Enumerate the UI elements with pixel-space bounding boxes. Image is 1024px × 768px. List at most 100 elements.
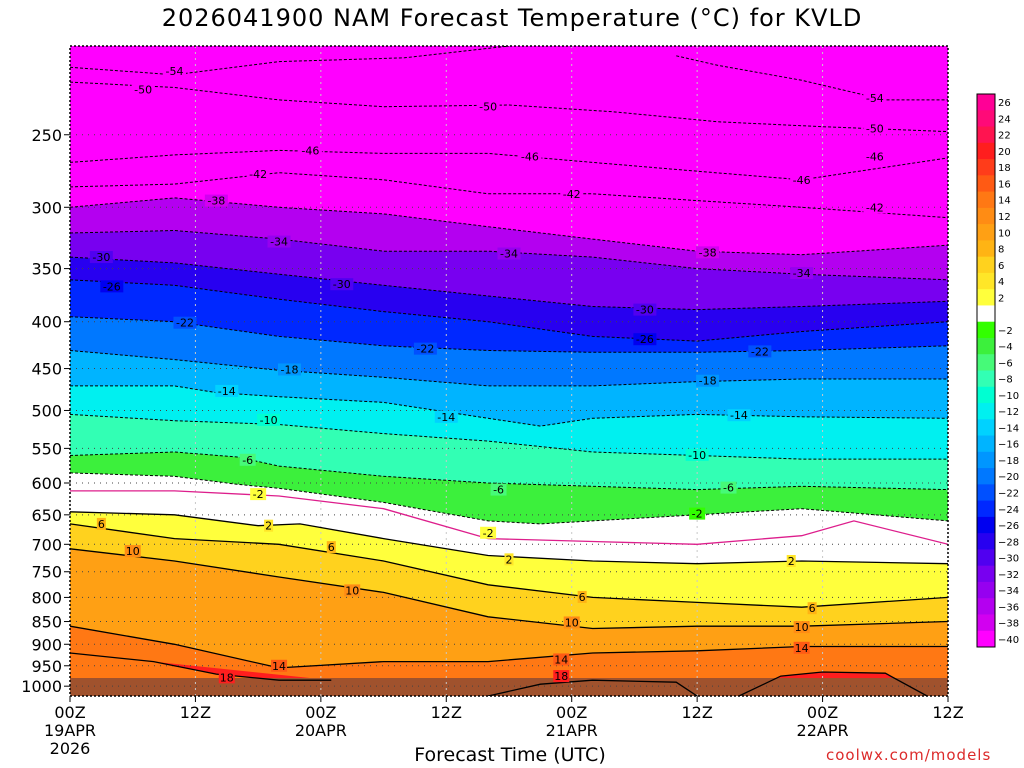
contour-label--50: -50 <box>866 122 884 135</box>
colorbar-label: 10 <box>998 228 1011 239</box>
colorbar-swatch <box>977 256 995 274</box>
y-tick-label: 1000 <box>21 677 62 696</box>
contour-0-15 <box>70 490 948 545</box>
contour-label-bg <box>264 519 274 532</box>
colorbar-swatch <box>977 581 995 599</box>
contour-label-bg <box>563 616 580 629</box>
colorbar-swatch <box>977 207 995 225</box>
contour-label--6: -6 <box>493 484 504 497</box>
colorbar-swatch <box>977 110 995 128</box>
contour-label-bg <box>250 488 267 501</box>
contour-label-bg <box>278 363 301 376</box>
contour-label--30: -30 <box>636 304 654 317</box>
colorbar-swatch <box>977 94 995 111</box>
colorbar-label: −18 <box>998 456 1019 467</box>
colorbar-swatch <box>977 614 995 632</box>
contour-label--14: -14 <box>218 385 236 398</box>
contour-label-bg <box>696 246 720 259</box>
contour-label-bg <box>863 201 887 214</box>
contour-10-18 <box>70 548 948 630</box>
colorbar-label: −12 <box>998 407 1019 418</box>
colorbar-swatch <box>977 142 995 160</box>
contour-label-bg <box>633 333 657 346</box>
chart-title: 2026041900 NAM Forecast Temperature (°C)… <box>161 4 863 32</box>
contour-label-bg <box>330 278 354 291</box>
y-axis: 250 300 350 400 450 500 550 600 650 700 750 800 850 9… <box>21 126 70 696</box>
colorbar-swatch <box>977 516 995 534</box>
contour-label--14: -14 <box>730 409 748 422</box>
contour-label-6: 6 <box>328 541 335 554</box>
contour-labels: -54 -54 -50 -50 -50 -46 -46 -46 -46 -42 -42 -42 -38 -… <box>89 65 887 684</box>
colorbar-label: −4 <box>998 342 1013 353</box>
contour-label--22: -22 <box>176 317 194 330</box>
colorbar-label: −36 <box>998 602 1019 613</box>
contour-label-bg <box>413 342 437 355</box>
contour-label--30: -30 <box>333 278 351 291</box>
colorbar-swatch <box>977 240 995 258</box>
colorbar-swatch <box>977 305 995 323</box>
y-tick-label: 950 <box>31 657 62 676</box>
contour-label-bg <box>633 303 657 316</box>
contour-label-bg <box>173 316 197 329</box>
colorbar-swatch <box>977 435 995 453</box>
colorbar-label: −28 <box>998 537 1019 548</box>
contour-label--50: -50 <box>134 83 152 96</box>
contour-label-bg <box>863 122 887 135</box>
x-tick-label: 00Z <box>54 703 85 722</box>
colorbar-swatch <box>977 419 995 437</box>
contour-label-bg <box>163 65 187 78</box>
colorbar-label: −20 <box>998 472 1019 483</box>
contour-label-bg <box>204 194 228 207</box>
colorbar-swatch <box>977 272 995 290</box>
x-axis-title: Forecast Time (UTC) <box>414 744 606 766</box>
colorbar-swatch <box>977 533 995 550</box>
grid <box>70 46 948 696</box>
contour--26-8 <box>70 279 948 342</box>
colorbar-swatch <box>977 630 995 648</box>
colorbar-swatch <box>977 451 995 469</box>
x-tick-date: 22APR <box>797 721 849 740</box>
contour-18-22 <box>738 671 928 696</box>
colorbar-label: −32 <box>998 570 1019 581</box>
contour-label-bg <box>215 384 239 397</box>
colorbar-label: −10 <box>998 391 1019 402</box>
contour-18-21 <box>487 679 698 696</box>
colorbar-label: 2 <box>998 293 1004 304</box>
contour-label-bg <box>696 374 720 387</box>
colorbar-swatch <box>977 126 995 144</box>
contour-lines <box>70 46 948 696</box>
credit-link[interactable]: coolwx.com/models <box>826 746 992 764</box>
contour-14-19 <box>70 625 948 669</box>
y-tick-label: 500 <box>31 401 62 420</box>
contour-label-18: 18 <box>554 670 568 683</box>
contour-label-bg <box>434 410 458 423</box>
colorbar-swatch <box>977 500 995 518</box>
colorbar-label: 18 <box>998 163 1011 174</box>
x-tick-label: 12Z <box>681 703 712 722</box>
contour-label-10: 10 <box>345 584 359 597</box>
contour-label-bg <box>271 659 288 672</box>
contour-label-bg <box>727 409 751 422</box>
contour-label-0: -2 <box>483 527 494 540</box>
colorbar-label: −26 <box>998 521 1019 532</box>
colorbar-label: 4 <box>998 277 1004 288</box>
contour-label-bg <box>504 553 514 566</box>
contour-label-2: 2 <box>265 520 272 533</box>
contour-label--42: -42 <box>866 201 884 214</box>
colorbar-swatch <box>977 598 995 615</box>
contour-label-bg <box>790 267 814 280</box>
contour-label--26: -26 <box>636 333 654 346</box>
contour-label--18: -18 <box>281 363 299 376</box>
contour-label-bg <box>863 150 887 163</box>
colorbar-label: −14 <box>998 423 1019 434</box>
contour--54-1 <box>676 55 948 101</box>
contour-label-bg <box>344 584 361 597</box>
contour-label-bg <box>124 545 141 558</box>
colorbar-label: 22 <box>998 131 1011 142</box>
colorbar-swatch <box>977 468 995 485</box>
x-tick-label: 12Z <box>932 703 963 722</box>
y-tick-label: 750 <box>31 563 62 582</box>
contour-label--22: -22 <box>751 345 769 358</box>
contour-label-bg <box>790 173 814 186</box>
colorbar-label: −38 <box>998 619 1019 630</box>
